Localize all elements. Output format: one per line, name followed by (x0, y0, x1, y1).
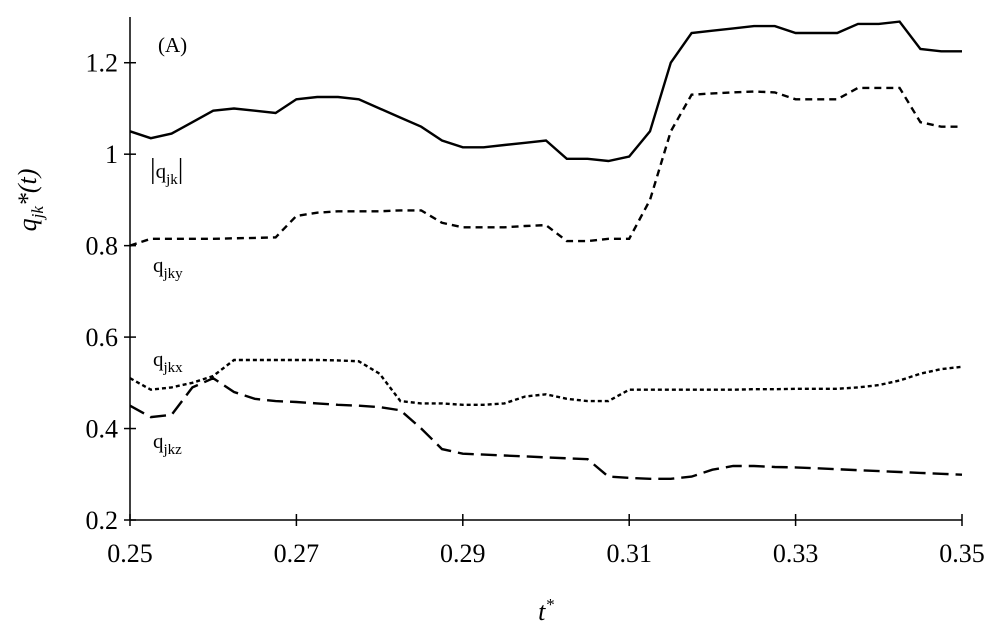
y-tick-label: 1.2 (86, 49, 119, 78)
x-axis-title: t* (538, 595, 554, 626)
y-tick-label: 0.2 (86, 506, 119, 535)
series-label: qjky (153, 253, 183, 282)
label-base: q (156, 159, 167, 183)
y-title-rest: *(t) (13, 169, 42, 207)
label-base: q (153, 429, 164, 453)
label-suffix: | (178, 154, 184, 185)
y-title-sub: jk (28, 206, 47, 221)
label-prefix: | (150, 154, 156, 185)
x-title-base: t (538, 597, 546, 626)
y-tick-label: 0.4 (86, 415, 119, 444)
label-sub: jky (163, 266, 184, 282)
x-tick-label: 0.35 (939, 539, 985, 568)
series-label: qjkz (153, 429, 182, 458)
y-axis-title: qjk*(t) (13, 169, 47, 232)
series-label: |qjk| (150, 154, 183, 188)
y-title-base: q (13, 218, 42, 231)
label-sub: jkx (163, 360, 184, 376)
series-line (129, 358, 963, 406)
x-tick-label: 0.27 (274, 539, 320, 568)
series-line (129, 376, 963, 480)
label-sub: jk (165, 172, 178, 188)
x-title-sup: * (545, 595, 554, 614)
y-tick-label: 0.6 (86, 323, 119, 352)
y-tick-label: 1 (105, 140, 118, 169)
label-sub: jkz (163, 442, 183, 458)
label-base: q (153, 347, 164, 371)
x-tick-label: 0.33 (773, 539, 819, 568)
x-tick-label: 0.29 (440, 539, 486, 568)
series-label: qjkx (153, 347, 183, 376)
annotation: (A) (158, 33, 187, 57)
y-tick-label: 0.8 (86, 232, 119, 261)
label-base: q (153, 253, 164, 277)
x-tick-label: 0.25 (107, 539, 153, 568)
series-line (129, 86, 962, 247)
series-line (129, 20, 962, 163)
x-tick-label: 0.31 (606, 539, 652, 568)
